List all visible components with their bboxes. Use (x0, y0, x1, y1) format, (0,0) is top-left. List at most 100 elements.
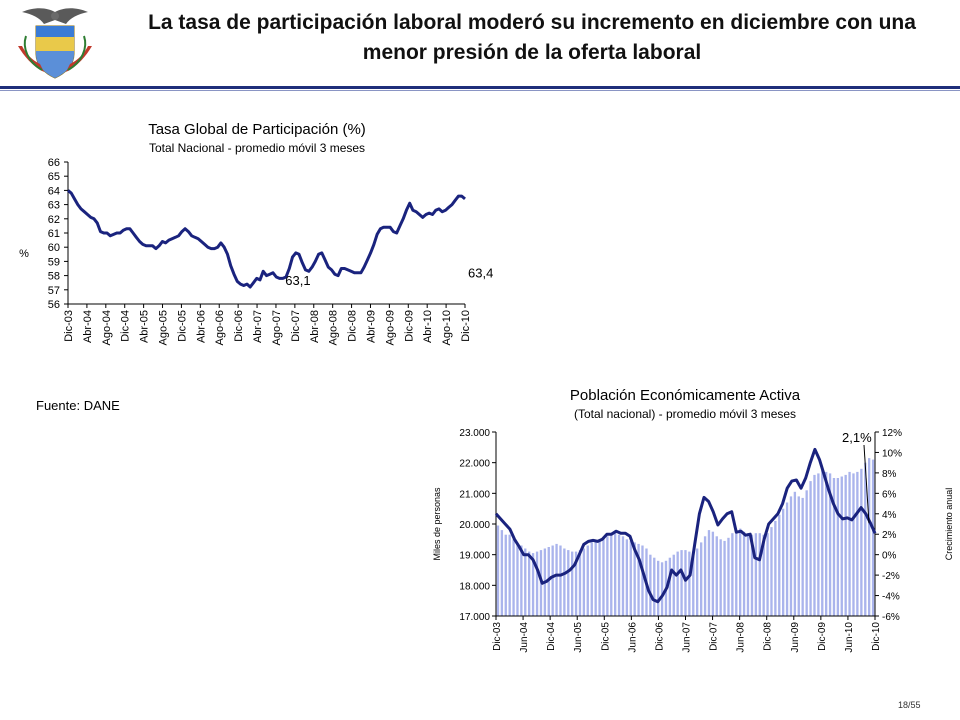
chart2-bar (821, 470, 824, 616)
chart2-bar (657, 560, 660, 616)
chart2-bar (590, 542, 593, 616)
chart2-bar (844, 474, 847, 616)
chart2-bar (719, 539, 722, 616)
chart2-bar (852, 473, 855, 616)
chart1-x-tick-label: Dic-07 (290, 310, 302, 342)
chart2-y-tick-label: 23.000 (459, 428, 490, 439)
chart2-bar (711, 531, 715, 616)
chart2-bar (805, 490, 808, 616)
chart2-bar (825, 471, 828, 616)
chart2-bar (629, 540, 632, 616)
chart2-bar (840, 476, 843, 616)
chart2-bar (559, 545, 562, 616)
chart1-x-tick-label: Dic-05 (176, 310, 188, 342)
chart2-bar (680, 550, 683, 616)
chart1-x-tick-label: Abr-04 (82, 310, 94, 343)
chart2-subtitle: (Total nacional) - promedio móvil 3 mese… (574, 407, 796, 421)
slide-title: La tasa de participación laboral moderó … (118, 8, 946, 68)
chart2-bar (856, 471, 859, 616)
chart1-ylabel: % (19, 248, 29, 260)
chart2-bar (836, 478, 840, 616)
chart1-x-tick-label: Abr-05 (139, 310, 151, 343)
chart1-title: Tasa Global de Participación (%) (148, 121, 366, 138)
chart1-x-tick-label: Abr-10 (422, 310, 434, 343)
chart2-bar (789, 496, 793, 616)
chart2-bar (574, 551, 578, 616)
chart2-bar (586, 545, 589, 616)
chart2-bar (531, 553, 535, 616)
chart1-y-tick-label: 66 (48, 157, 60, 169)
chart2-bar (797, 496, 800, 616)
colombia-coat-of-arms-logo (18, 8, 92, 79)
chart2-bar (813, 474, 816, 616)
chart2-x-tick-label: Dic-06 (654, 622, 665, 651)
chart2-bar (512, 539, 515, 616)
chart2-bar (582, 548, 586, 616)
chart1-x-tick-label: Ago-10 (441, 310, 453, 345)
chart2-x-tick-label: Dic-08 (763, 622, 774, 651)
chart2-bar (817, 473, 820, 616)
chart2-bar (766, 533, 769, 616)
chart2-y-tick-label: 18.000 (459, 581, 490, 592)
chart2-x-tick-label: Jun-05 (573, 622, 584, 653)
chart2-y2-tick-label: -2% (882, 571, 900, 582)
chart2-bar (547, 547, 550, 616)
chart1-annotation-label: 63,4 (468, 266, 493, 281)
chart2-y2-tick-label: 2% (882, 530, 897, 541)
source-note: Fuente: DANE (36, 398, 120, 413)
chart2-growth-line (494, 447, 877, 604)
chart2-x-tick-label: Jun-09 (790, 622, 801, 653)
chart2-bar (742, 531, 746, 616)
chart2-bar (520, 545, 523, 616)
chart2-y-tick-label: 22.000 (459, 459, 490, 470)
chart1-x-tick-label: Dic-08 (347, 310, 359, 342)
chart2-bar (633, 542, 636, 616)
chart2-bar (649, 554, 652, 616)
chart2-bar (504, 534, 507, 616)
chart1-x-tick-label: Ago-04 (101, 310, 113, 345)
chart2-x-tick-label: Dic-05 (600, 622, 611, 651)
chart1-x-tick-label: Ago-08 (328, 310, 340, 345)
chart1-x-tick-label: Dic-06 (233, 310, 245, 342)
chart2-bar (864, 462, 867, 616)
chart1-y-tick-label: 62 (48, 214, 60, 226)
chart2-bar (696, 548, 699, 616)
chart2-bar (684, 550, 687, 616)
slide-title-line1: La tasa de participación laboral moderó … (148, 11, 916, 34)
chart1-y-tick-label: 56 (48, 299, 60, 311)
chart1-y-tick-label: 65 (48, 171, 60, 183)
chart2-bar (598, 539, 601, 616)
chart2-bar (762, 534, 765, 616)
chart2-y2-tick-label: -6% (882, 612, 900, 623)
chart2-bar (746, 533, 750, 616)
chart1-series-line (67, 189, 466, 289)
chart1-y-tick-label: 61 (48, 228, 60, 240)
chart2-bar (668, 557, 672, 616)
chart1-x-tick-label: Dic-03 (63, 310, 75, 342)
chart1-x-tick-label: Abr-08 (309, 310, 321, 343)
chart2-bar (563, 548, 566, 616)
chart2-y-tick-label: 21.000 (459, 489, 490, 500)
chart2-x-tick-label: Jun-07 (682, 622, 693, 653)
chart2-bar (770, 527, 773, 616)
chart1-x-tick-label: Ago-06 (214, 310, 226, 345)
chart2-y2-tick-label: -4% (882, 592, 900, 603)
slide-title-line2: menor presión de la oferta laboral (362, 41, 702, 64)
chart2-bar (754, 533, 758, 616)
chart2-bar (793, 491, 797, 616)
chart2-bar (809, 481, 812, 616)
economically-active-population-chart: Población Económicamente Activa (Total na… (432, 387, 954, 653)
chart1-y-tick-label: 57 (48, 285, 60, 297)
chart2-y-tick-label: 19.000 (459, 551, 490, 562)
chart2-bar (555, 543, 558, 616)
chart2-x-tick-label: Jun-08 (736, 622, 747, 653)
chart1-x-tick-label: Abr-06 (195, 310, 207, 343)
chart2-bar (524, 548, 527, 616)
chart1-x-tick-label: Ago-07 (271, 310, 283, 345)
chart2-bar (571, 551, 574, 616)
chart2-bar (715, 536, 718, 616)
chart2-bar (868, 458, 871, 616)
chart2-bar (707, 530, 711, 616)
chart2-bar (860, 468, 863, 616)
chart2-title: Población Económicamente Activa (570, 387, 801, 404)
